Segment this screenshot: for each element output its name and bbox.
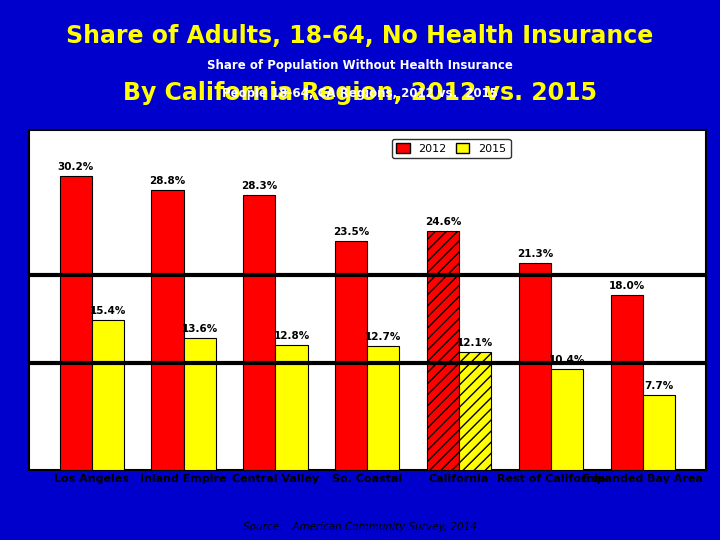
Bar [518,263,551,470]
Text: 12.7%: 12.7% [365,333,402,342]
Text: 12.8%: 12.8% [274,332,310,341]
Bar [643,395,675,470]
Text: 13.6%: 13.6% [181,323,217,334]
Text: 28.8%: 28.8% [149,176,186,186]
Bar [60,176,91,470]
Text: 28.3%: 28.3% [241,181,277,191]
Bar [151,190,184,470]
Text: 12.1%: 12.1% [457,338,493,348]
Bar [551,369,583,470]
Text: By California Region, 2012 vs. 2015: By California Region, 2012 vs. 2015 [123,82,597,105]
Bar [367,346,400,470]
Bar [427,231,459,470]
Text: 10.4%: 10.4% [549,355,585,365]
Bar [459,352,491,470]
Bar [184,338,216,470]
Bar [275,346,307,470]
Text: 24.6%: 24.6% [425,217,461,227]
Bar [91,320,124,470]
Text: 18.0%: 18.0% [608,281,644,291]
Bar [243,195,275,470]
Text: 23.5%: 23.5% [333,227,369,238]
Text: Source:   American Community Survey, 2014: Source: American Community Survey, 2014 [243,522,477,532]
Text: 15.4%: 15.4% [89,306,126,316]
Text: Share of Population Without Health Insurance: Share of Population Without Health Insur… [207,59,513,72]
Text: Share of Adults, 18-64, No Health Insurance: Share of Adults, 18-64, No Health Insura… [66,24,654,48]
Text: 7.7%: 7.7% [644,381,673,391]
Bar [611,295,643,470]
Bar [335,241,367,470]
Text: People 18-64, CA Regions, 2012 vs.  2015: People 18-64, CA Regions, 2012 vs. 2015 [222,87,498,100]
Text: 21.3%: 21.3% [517,249,553,259]
Text: 30.2%: 30.2% [58,163,94,172]
Legend: 2012, 2015: 2012, 2015 [392,139,510,158]
